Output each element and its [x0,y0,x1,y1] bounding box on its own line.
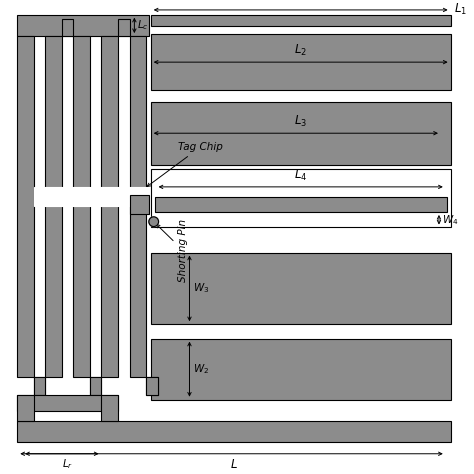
Bar [90,377,101,395]
Bar [73,36,90,377]
Bar [146,377,157,395]
Bar [18,395,118,411]
Text: $L_4$: $L_4$ [294,168,307,183]
Bar [151,170,451,228]
Bar [129,36,146,377]
Bar [34,187,149,206]
Circle shape [149,217,158,227]
Bar [18,36,34,377]
Text: $L$: $L$ [230,457,238,471]
Bar [151,34,451,90]
Text: $L_1$: $L_1$ [455,2,467,18]
Text: $L_r$: $L_r$ [62,457,73,472]
Bar [101,36,118,377]
Bar [18,421,451,442]
Text: $W_2$: $W_2$ [193,362,210,376]
Bar [62,18,73,36]
Text: $L_c$: $L_c$ [137,18,149,32]
Bar [151,15,451,27]
Bar [155,197,447,212]
Text: Shorting Pin: Shorting Pin [156,219,188,282]
Bar [18,15,149,36]
Bar [46,36,62,377]
Bar [129,195,149,214]
Text: $W_3$: $W_3$ [193,282,210,295]
Text: $W_4$: $W_4$ [442,213,458,227]
Text: $L_3$: $L_3$ [294,114,307,129]
Bar [90,377,101,395]
Bar [118,18,129,36]
Bar [101,395,118,421]
Bar [18,395,34,421]
Bar [151,339,451,400]
Text: Tag Chip: Tag Chip [147,142,223,186]
Bar [34,377,46,395]
Bar [151,102,451,164]
Bar [151,253,451,324]
Bar [34,377,46,395]
Text: $L_2$: $L_2$ [294,43,307,58]
Bar [146,377,157,395]
